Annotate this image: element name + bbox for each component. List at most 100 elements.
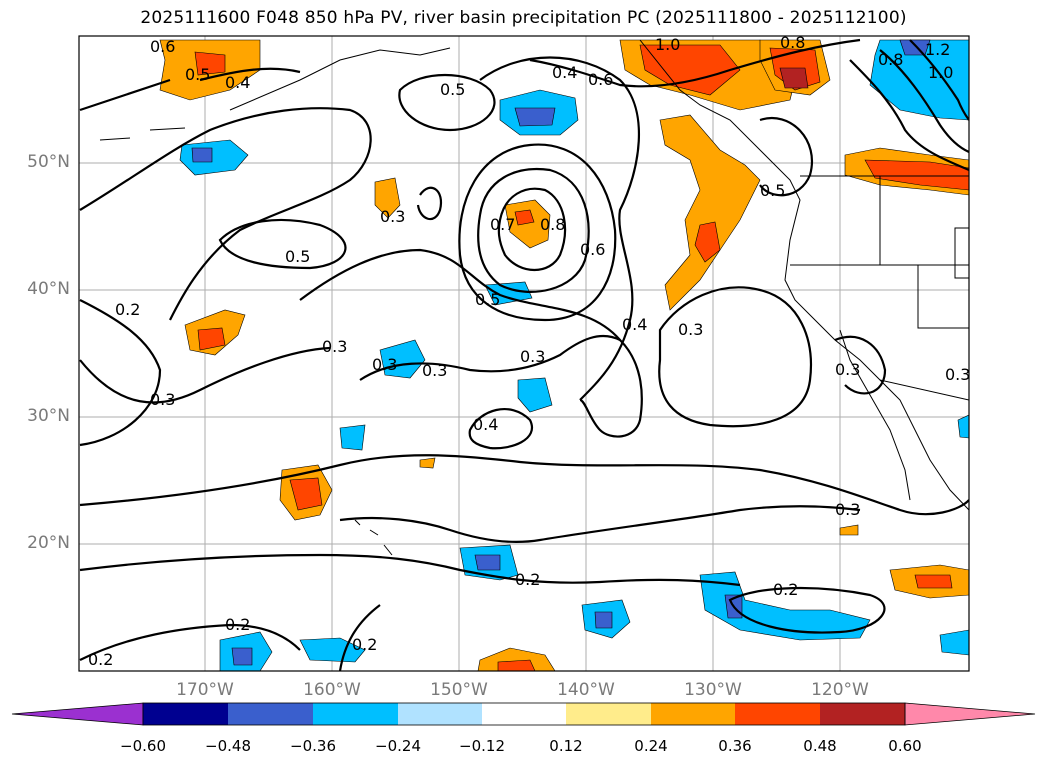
pv-contour-0.2-s (338, 604, 381, 671)
colorbar-tick: −0.24 (375, 737, 421, 755)
contour-label: 0.5 (760, 181, 785, 200)
colorbar-seg-1 (143, 703, 228, 725)
colorbar-tick: 0.12 (549, 737, 583, 755)
contour-labels: 0.5 0.4 0.5 0.4 0.6 0.8 1.0 1.2 0.8 1.0 … (88, 33, 969, 669)
pv-contour-0.4-long (79, 107, 372, 321)
pv-contour-0.6-nw (529, 38, 861, 88)
precip-patch-e-blue2 (957, 414, 969, 439)
contour-label: 1.2 (925, 40, 950, 59)
precip-patch-sw-dark (231, 647, 253, 666)
pv-contour-0.2-sw (79, 623, 301, 661)
contour-label: 0.3 (380, 207, 405, 226)
precip-patch-s2-blue (699, 571, 871, 641)
precip-patch-low-red (514, 209, 535, 226)
pv-contour-1.2-ne (909, 39, 969, 121)
pv-contour-0.5-mid (299, 248, 621, 341)
pv-contour-0.3-long (79, 454, 969, 516)
precip-patch-s-blue (339, 424, 366, 451)
precip-patch-s3-dark (594, 611, 613, 629)
coastline-baja (839, 329, 911, 501)
lon-label: 130°W (684, 680, 742, 700)
precip-patch-pnw-coast (659, 114, 761, 311)
contour-label: 0.6 (150, 37, 175, 56)
colorbar-tick: 0.60 (888, 737, 922, 755)
precip-patch-pnw-core (694, 221, 721, 263)
contour-label: 0.2 (773, 580, 798, 599)
pv-contour-0.6a (477, 168, 590, 293)
colorbar-seg-2 (228, 703, 313, 725)
pv-contour-0.3-mid2 (339, 505, 861, 544)
coastline-hawaii (354, 519, 393, 556)
coastline-north-america (639, 39, 969, 511)
contour-label: 0.3 (150, 390, 175, 409)
precip-patch-c-blue2 (484, 281, 533, 306)
contour-label: 0.4 (552, 63, 577, 82)
colorbar (11, 702, 1036, 726)
precip-patch-s1-dark (474, 554, 501, 571)
precip-patch-mid-orange (374, 177, 401, 219)
pv-contour-0.4a (479, 56, 641, 401)
contour-label: 0.2 (115, 300, 140, 319)
pv-contour-0.5-west (218, 218, 347, 270)
coastlines (99, 39, 969, 556)
contour-label: 0.5 (185, 65, 210, 84)
precip-patch-aleutian-red (194, 51, 226, 76)
pv-contours (79, 38, 969, 671)
contour-label: 0.3 (678, 320, 703, 339)
precip-patch-hawaii-red (289, 477, 323, 511)
colorbar-tick: −0.48 (205, 737, 251, 755)
pv-contour-0.3-c (359, 335, 643, 438)
contour-label: 0.3 (520, 347, 545, 366)
pv-contour-0.2-long (79, 553, 741, 587)
contour-label: 0.3 (835, 500, 860, 519)
pv-contour-0.4-c (468, 408, 534, 450)
contour-label: 0.5 (475, 290, 500, 309)
contour-label: 0.3 (322, 337, 347, 356)
colorbar-seg-4 (398, 703, 482, 725)
colorbar-seg-3 (313, 703, 398, 725)
contour-label: 0.7 (490, 215, 515, 234)
colorbar-tick: 0.48 (803, 737, 837, 755)
colorbar-tick: −0.60 (120, 737, 166, 755)
contour-label: 0.4 (622, 315, 647, 334)
map-frame (78, 35, 970, 672)
pv-contour-0.4-north (199, 67, 301, 82)
precip-patches (159, 39, 969, 671)
colorbar-tick: 0.24 (634, 737, 668, 755)
lat-label: 30°N (27, 406, 70, 426)
colorbar-seg-7 (651, 703, 735, 725)
colorbar-tick: 0.36 (718, 737, 752, 755)
contour-label: 0.6 (588, 70, 613, 89)
colorbar-frame (142, 702, 906, 726)
lat-label: 20°N (27, 533, 70, 553)
pv-contour-0.3-e2 (834, 335, 887, 395)
pv-contour-0.8-ne (849, 59, 969, 172)
lon-label: 170°W (176, 680, 234, 700)
lat-label: 50°N (27, 152, 70, 172)
contour-label: 0.2 (352, 635, 377, 654)
pv-contour-0.2-se (728, 586, 886, 634)
colorbar-tick: −0.36 (290, 737, 336, 755)
precip-patch-bc-peak (779, 67, 809, 89)
lon-label: 160°W (303, 680, 361, 700)
pv-contour-0.3-e (658, 286, 812, 428)
contour-label: 0.8 (780, 33, 805, 52)
contour-label: 0.3 (372, 355, 397, 374)
border-us-mexico (879, 379, 969, 401)
precip-patch-gulf-dark (514, 107, 556, 127)
pv-contour-0.5a (458, 143, 617, 322)
precip-patch-e-blue (939, 629, 969, 656)
colorbar-seg-10 (904, 702, 1036, 726)
contour-label: 0.3 (422, 361, 447, 380)
precip-patch-small-1 (419, 457, 436, 469)
precip-patch-small-2 (839, 524, 859, 536)
colorbar-seg-0 (11, 702, 144, 726)
precip-patch-s-orange (477, 647, 556, 671)
coastline-aleutians (99, 47, 451, 141)
contour-label: 0.8 (540, 215, 565, 234)
chart-title: 2025111600 F048 850 hPa PV, river basin … (140, 8, 907, 28)
lon-label: 150°W (430, 680, 488, 700)
lon-label: 120°W (811, 680, 869, 700)
precip-patch-sw-red (197, 327, 226, 351)
precip-patch-s-red (497, 659, 536, 671)
